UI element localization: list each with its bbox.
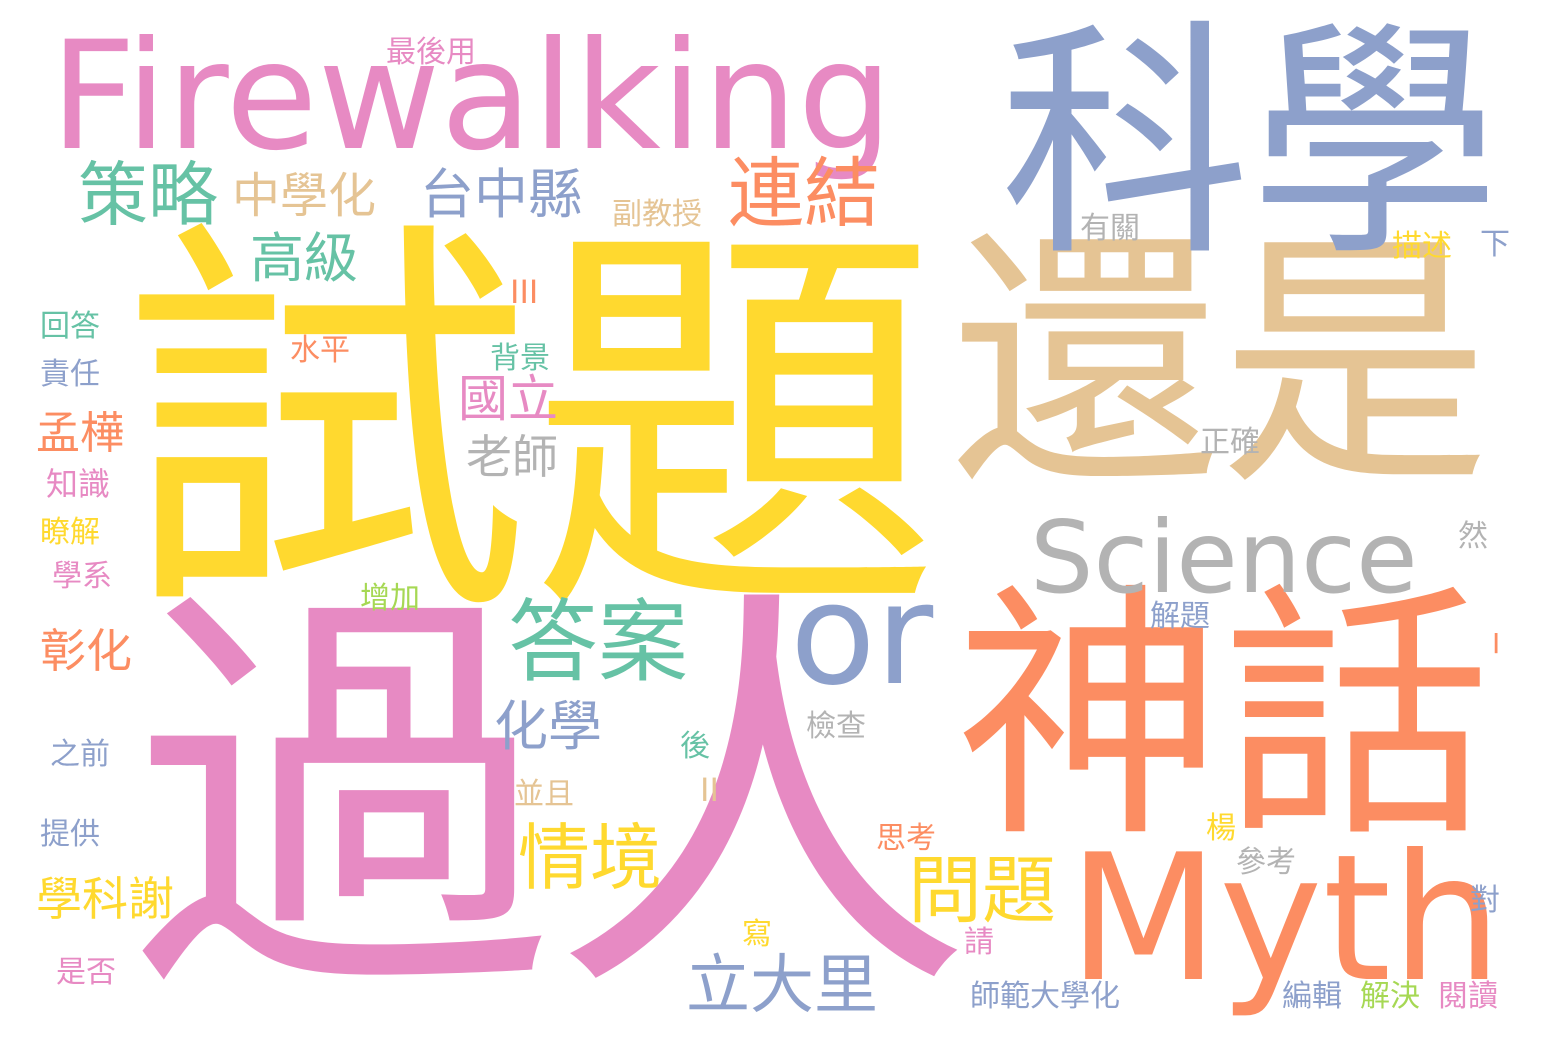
- word-jiancha: 檢查: [806, 709, 866, 744]
- word-jiejue: 解決: [1360, 979, 1420, 1014]
- word-xia: 下: [1480, 227, 1510, 262]
- word-sikao: 思考: [876, 821, 936, 856]
- word-yang: 楊: [1206, 811, 1236, 846]
- word-jieti: 解題: [1150, 599, 1210, 634]
- word-menghua: 孟樺: [36, 408, 124, 459]
- word-xuexi: 學系: [52, 559, 112, 594]
- word-i: I: [1492, 627, 1501, 660]
- word-xie: 寫: [742, 917, 772, 952]
- word-cankao: 參考: [1236, 845, 1296, 880]
- word-miaoshu: 描述: [1392, 229, 1452, 264]
- word-youguan: 有關: [1080, 211, 1140, 246]
- word-bingqie: 並且: [514, 777, 574, 812]
- word-gaoji: 高級: [250, 227, 358, 290]
- word-haishi: 還是: [950, 207, 1490, 522]
- word-huaxue: 化學: [494, 695, 602, 758]
- word-or: or: [790, 554, 934, 717]
- word-daan: 答案: [508, 590, 688, 695]
- word-zhengque: 正確: [1200, 425, 1260, 460]
- word-wenti: 問題: [908, 848, 1056, 934]
- word-fujiaoshou: 副教授: [612, 197, 702, 232]
- word-shifou: 是否: [56, 955, 116, 990]
- word-hou: 後: [680, 729, 710, 764]
- word-zhishi: 知識: [46, 465, 111, 503]
- word-firewalking: Firewalking: [50, 10, 893, 184]
- word-guoren: 過人: [132, 557, 972, 1046]
- word-beijing: 背景: [490, 341, 550, 376]
- word-xuekexie: 學科謝: [36, 872, 174, 926]
- word-myth: Myth: [1068, 818, 1503, 1021]
- word-lidali: 立大里: [686, 949, 878, 1023]
- word-shiti: 試題: [120, 188, 940, 666]
- word-iii: III: [510, 273, 539, 311]
- word-qingjing: 情境: [518, 816, 663, 900]
- word-yuedu: 閱讀: [1438, 979, 1498, 1014]
- word-qing: 請: [964, 925, 994, 960]
- word-celue: 策略: [78, 154, 218, 236]
- word-shenhua: 神話: [955, 562, 1491, 874]
- word-tigong: 提供: [40, 817, 100, 852]
- word-taizhongxian: 台中縣: [420, 163, 582, 226]
- word-lianjie: 連結: [728, 149, 880, 238]
- word-zeren: 責任: [40, 357, 100, 392]
- word-huida: 回答: [40, 309, 100, 344]
- word-guoli: 國立: [458, 370, 558, 428]
- word-ran: 然: [1458, 519, 1488, 554]
- word-dui: 對: [1470, 883, 1500, 918]
- word-zhongxuehua: 中學化: [232, 168, 377, 224]
- word-shifandaxuehua: 師範大學化: [970, 979, 1120, 1014]
- word-laoshi: 老師: [466, 430, 558, 484]
- word-kexue: 科學: [1000, 0, 1500, 290]
- word-zuihouyong: 最後用: [386, 35, 476, 70]
- word-shuiping: 水平: [290, 333, 350, 368]
- word-ii: II: [700, 771, 719, 809]
- word-zhanghua: 彰化: [40, 624, 132, 678]
- word-science: Science: [1030, 499, 1418, 616]
- word-liaojie: 瞭解: [40, 515, 100, 550]
- word-bianji: 編輯: [1282, 979, 1342, 1014]
- word-zengjia: 增加: [360, 581, 420, 616]
- word-zhiqian: 之前: [50, 737, 110, 772]
